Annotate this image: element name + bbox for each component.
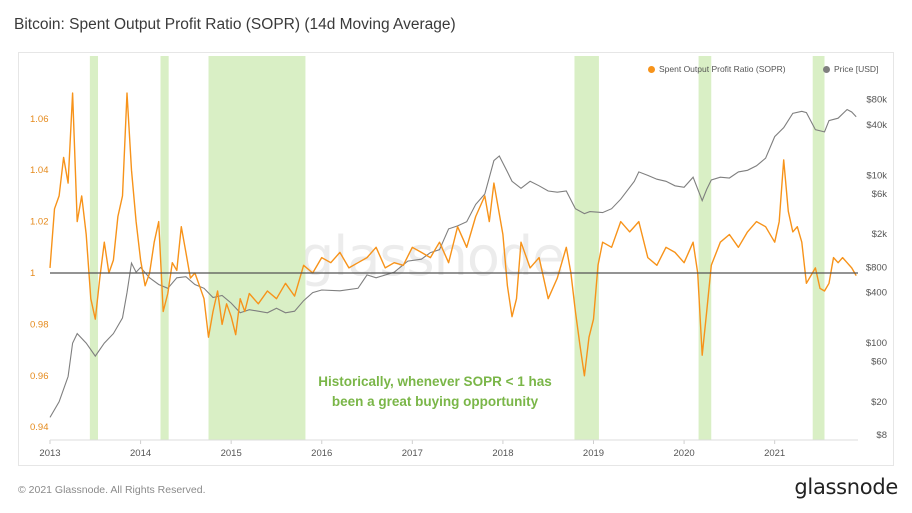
brand-logo[interactable]: glassnode: [794, 475, 898, 499]
x-tick-label-2020: 2020: [674, 448, 695, 459]
right-tick-label-$400: $400: [866, 288, 887, 299]
legend-item-sopr[interactable]: Spent Output Profit Ratio (SOPR): [648, 64, 786, 74]
right-tick-label-$20: $20: [871, 397, 887, 408]
x-tick-label-2013: 2013: [39, 448, 60, 459]
highlight-band-2: [208, 56, 306, 440]
annotation-line-2: been a great buying opportunity: [331, 394, 539, 409]
highlight-periods: [89, 56, 825, 440]
left-tick-label-0.94: 0.94: [30, 422, 49, 433]
right-tick-label-$80k: $80k: [866, 95, 887, 106]
left-tick-label-0.96: 0.96: [30, 371, 49, 382]
x-tick-label-2014: 2014: [130, 448, 151, 459]
right-tick-label-$6k: $6k: [872, 189, 888, 200]
legend-sopr-dot-icon: [648, 65, 655, 73]
left-tick-label-1.04: 1.04: [30, 165, 49, 176]
right-tick-label-$8: $8: [876, 430, 887, 441]
chart-title: Bitcoin: Spent Output Profit Ratio (SOPR…: [14, 16, 456, 33]
highlight-band-5: [812, 56, 825, 440]
right-tick-label-$60: $60: [871, 357, 887, 368]
right-tick-label-$10k: $10k: [866, 170, 887, 181]
x-gridlines: [49, 440, 776, 444]
x-axis: 2013 2014 2015 2016 2017 2018 2019 2020 2021: [39, 439, 858, 459]
highlight-band-4: [698, 56, 712, 440]
right-tick-label-$100: $100: [866, 338, 887, 349]
legend-price-label: Price [USD]: [834, 64, 879, 74]
left-tick-label-0.98: 0.98: [30, 319, 49, 330]
annotation: Historically, whenever SOPR < 1 has been…: [300, 372, 570, 412]
legend-price-dot-icon: [823, 65, 830, 73]
right-axis: $8 $20 $60 $100 $400 $800 $2k $6k $10k $40k $80k: [866, 95, 887, 442]
right-tick-label-$40k: $40k: [866, 120, 887, 131]
left-tick-label-1.02: 1.02: [30, 217, 49, 228]
x-tick-label-2017: 2017: [402, 448, 423, 459]
left-tick-label-1: 1: [30, 268, 35, 279]
left-axis: 0.94 0.96 0.98 1 1.02 1.04 1.06: [30, 114, 49, 433]
left-tick-label-1.06: 1.06: [30, 114, 49, 125]
watermark: glassnode: [300, 225, 565, 288]
legend-sopr-label: Spent Output Profit Ratio (SOPR): [659, 64, 786, 74]
x-tick-label-2016: 2016: [311, 448, 332, 459]
x-tick-label-2019: 2019: [583, 448, 604, 459]
x-tick-label-2018: 2018: [492, 448, 513, 459]
sopr-series: [49, 92, 857, 377]
annotation-line-1: Historically, whenever SOPR < 1 has: [318, 374, 552, 389]
highlight-band-1: [160, 56, 169, 440]
copyright: © 2021 Glassnode. All Rights Reserved.: [18, 484, 206, 496]
x-tick-label-2015: 2015: [221, 448, 242, 459]
right-tick-label-$800: $800: [866, 262, 887, 273]
x-tick-label-2021: 2021: [764, 448, 785, 459]
sopr-line: [49, 92, 857, 377]
right-tick-label-$2k: $2k: [872, 229, 888, 240]
legend-item-price[interactable]: Price [USD]: [823, 64, 878, 74]
highlight-band-3: [574, 56, 599, 440]
highlight-band-0: [89, 56, 99, 440]
